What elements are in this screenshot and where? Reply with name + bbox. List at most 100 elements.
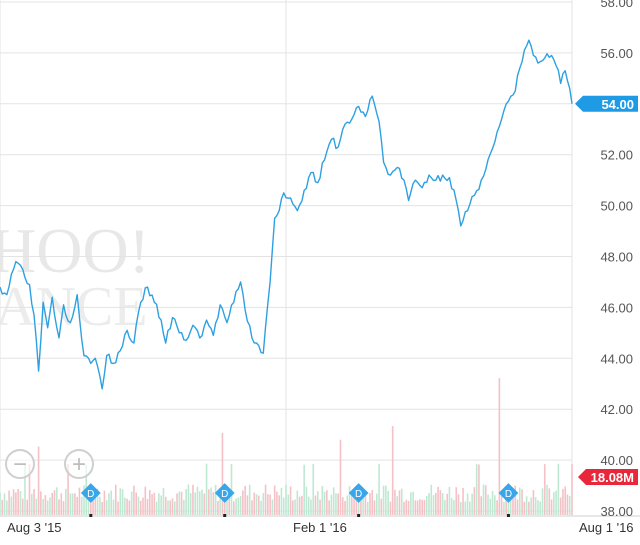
volume-bar bbox=[362, 490, 364, 515]
volume-bar bbox=[49, 497, 51, 515]
volume-bar bbox=[484, 485, 487, 515]
volume-bar bbox=[105, 500, 108, 515]
last-price-tag: 54.00 bbox=[575, 95, 638, 112]
dividend-marker[interactable]: D bbox=[80, 483, 101, 517]
volume-bar bbox=[67, 464, 69, 515]
volume-bar bbox=[24, 464, 26, 515]
volume-bar bbox=[416, 500, 419, 515]
volume-bar bbox=[473, 487, 476, 515]
volume-bar bbox=[412, 491, 414, 515]
volume-bar bbox=[480, 496, 483, 515]
dividend-marker[interactable]: D bbox=[214, 483, 235, 517]
watermark-line1: HOO! bbox=[0, 215, 150, 286]
volume-bar bbox=[326, 490, 328, 515]
dividend-marker-label: D bbox=[221, 489, 228, 500]
volume-bar bbox=[448, 486, 451, 515]
volume-bar bbox=[194, 492, 197, 515]
volume-bar bbox=[119, 488, 122, 515]
volume-tag-bg bbox=[578, 469, 638, 485]
volume-bar bbox=[221, 432, 224, 515]
volume-bar bbox=[112, 499, 115, 515]
volume-bar bbox=[189, 493, 192, 515]
volume-bar bbox=[226, 498, 228, 515]
volume-bar bbox=[151, 494, 153, 515]
volume-bar bbox=[430, 484, 433, 515]
zoom-out-button-ring bbox=[5, 449, 35, 479]
dividend-marker-label: D bbox=[87, 489, 94, 500]
volume-bar bbox=[394, 489, 396, 515]
volume-bar bbox=[167, 500, 169, 515]
volume-bar bbox=[235, 498, 237, 515]
dividend-marker[interactable]: D bbox=[498, 483, 519, 517]
volume-bar bbox=[246, 495, 249, 515]
price-line bbox=[0, 39, 573, 390]
volume-bar bbox=[439, 490, 442, 515]
last-price-label: 54.00 bbox=[601, 97, 634, 112]
volume-bar bbox=[385, 485, 387, 515]
volume-bar bbox=[421, 499, 423, 515]
volume-bar bbox=[8, 490, 10, 515]
volume-bar bbox=[1, 499, 4, 515]
volume-bar bbox=[244, 485, 246, 515]
volume-bar bbox=[398, 490, 401, 515]
zoom-in-button[interactable]: + bbox=[64, 449, 94, 479]
volume-bar bbox=[40, 491, 42, 515]
volume-bar bbox=[178, 491, 181, 515]
volume-bars bbox=[0, 378, 573, 515]
volume-bar bbox=[230, 463, 233, 515]
volume-bar bbox=[339, 439, 342, 515]
volume-bar bbox=[149, 489, 151, 515]
volume-bar bbox=[287, 494, 290, 515]
volume-bar bbox=[108, 493, 110, 515]
volume-bar bbox=[196, 486, 199, 515]
y-tick-label: 48.00 bbox=[600, 250, 633, 265]
volume-bar bbox=[378, 463, 380, 515]
volume-bar bbox=[89, 491, 92, 515]
volume-bar bbox=[137, 496, 140, 515]
volume-bar bbox=[169, 500, 172, 515]
volume-bar bbox=[496, 500, 498, 515]
volume-bar bbox=[450, 498, 453, 515]
volume-bar bbox=[128, 500, 131, 515]
volume-bar bbox=[17, 488, 19, 515]
volume-bar bbox=[158, 493, 160, 515]
volume-bar bbox=[543, 464, 546, 515]
volume-bar bbox=[316, 491, 319, 515]
zoom-out-button[interactable]: − bbox=[5, 449, 35, 479]
volume-bar bbox=[437, 486, 439, 515]
volume-bar bbox=[360, 490, 362, 515]
volume-bar bbox=[446, 493, 448, 515]
dividend-marker-label: D bbox=[505, 489, 512, 500]
volume-bar bbox=[425, 495, 428, 515]
volume-bar bbox=[487, 494, 489, 515]
volume-bar bbox=[405, 499, 408, 515]
volume-bar bbox=[539, 501, 542, 515]
volume-bar bbox=[453, 500, 455, 515]
y-tick-label: 38.00 bbox=[600, 504, 633, 519]
volume-bar bbox=[51, 492, 54, 515]
volume-bar bbox=[396, 496, 399, 515]
volume-bar bbox=[76, 496, 78, 515]
x-tick-label: Aug 3 '15 bbox=[7, 520, 62, 535]
volume-bar bbox=[15, 492, 17, 515]
volume-bar bbox=[353, 493, 355, 515]
volume-bar bbox=[53, 490, 56, 515]
volume-bar bbox=[273, 485, 276, 515]
volume-bar bbox=[500, 491, 503, 515]
y-tick-label: 42.00 bbox=[600, 402, 633, 417]
volume-bar bbox=[332, 487, 335, 515]
dividend-tick bbox=[223, 514, 227, 517]
volume-bar bbox=[553, 492, 555, 515]
volume-bar bbox=[162, 488, 165, 515]
volume-bar bbox=[355, 492, 358, 515]
dividend-tick bbox=[506, 514, 510, 517]
volume-bar bbox=[432, 495, 435, 515]
y-tick-label: 44.00 bbox=[600, 351, 633, 366]
volume-bar bbox=[341, 497, 344, 515]
volume-bar bbox=[330, 494, 333, 515]
dividend-marker[interactable]: D bbox=[348, 483, 369, 517]
zoom-controls[interactable]: − + bbox=[5, 449, 94, 479]
